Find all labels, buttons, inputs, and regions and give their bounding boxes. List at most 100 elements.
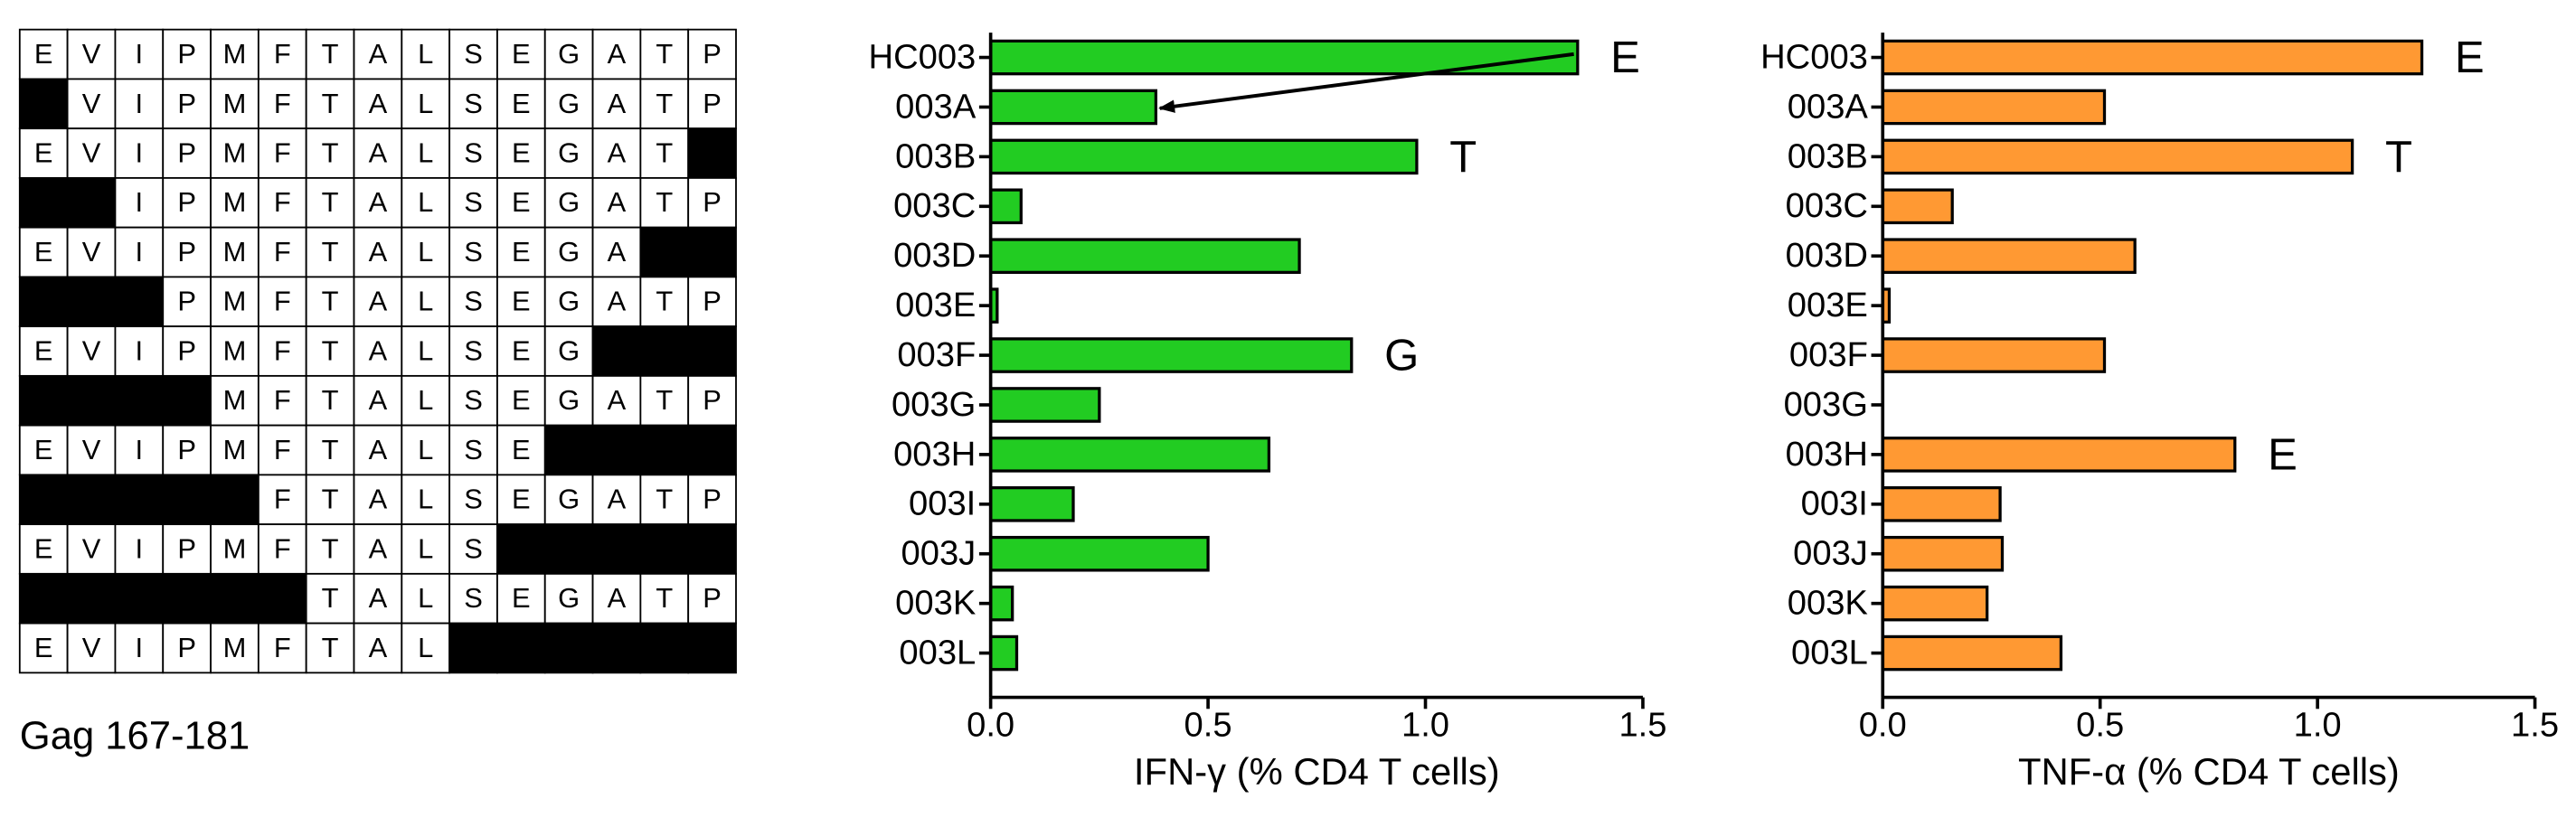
cell bbox=[687, 276, 737, 328]
residue: E bbox=[512, 186, 531, 218]
cell bbox=[353, 226, 403, 278]
bar bbox=[988, 387, 1101, 423]
residue: T bbox=[656, 484, 673, 515]
cell bbox=[257, 523, 307, 575]
cell bbox=[257, 424, 307, 476]
residue: I bbox=[136, 236, 144, 268]
y-tick-label: HC003 bbox=[869, 37, 977, 76]
residue: T bbox=[656, 137, 673, 169]
residue: M bbox=[223, 186, 247, 218]
residue: S bbox=[464, 384, 483, 416]
residue: L bbox=[418, 434, 433, 465]
blank-cell bbox=[114, 374, 165, 427]
cell bbox=[210, 78, 259, 130]
y-tick-label: 003F bbox=[897, 335, 976, 374]
residue: P bbox=[177, 434, 196, 465]
y-tick-label: 003K bbox=[1788, 584, 1868, 623]
cell bbox=[448, 474, 498, 526]
x-tick-label: 0.0 bbox=[1859, 705, 1907, 744]
residue: I bbox=[136, 632, 144, 663]
y-tick-label: 003H bbox=[893, 435, 976, 474]
cell bbox=[639, 177, 690, 229]
residue: I bbox=[136, 532, 144, 564]
cell bbox=[353, 276, 403, 328]
cell bbox=[162, 523, 212, 575]
cell bbox=[305, 523, 355, 575]
cell bbox=[66, 78, 117, 130]
cell bbox=[639, 28, 690, 80]
residue: V bbox=[82, 334, 101, 366]
residue: G bbox=[558, 38, 580, 70]
residue: I bbox=[136, 137, 144, 169]
residue: E bbox=[512, 334, 531, 366]
residue: T bbox=[322, 434, 339, 465]
cell bbox=[448, 226, 498, 278]
blank-cell bbox=[114, 572, 165, 625]
cell bbox=[401, 622, 451, 674]
cell bbox=[257, 374, 307, 427]
blank-cell bbox=[639, 523, 690, 575]
cell bbox=[18, 325, 69, 377]
residue: T bbox=[322, 384, 339, 416]
residue: V bbox=[82, 236, 101, 268]
residue: A bbox=[369, 384, 388, 416]
blank-cell bbox=[18, 78, 69, 130]
residue: F bbox=[274, 88, 291, 119]
residue: A bbox=[369, 434, 388, 465]
residue: M bbox=[223, 286, 247, 317]
blank-cell bbox=[687, 424, 737, 476]
residue: S bbox=[464, 137, 483, 169]
residue: M bbox=[223, 632, 247, 663]
y-tick-label: 003F bbox=[1789, 335, 1868, 374]
x-tick-label: 0.5 bbox=[2076, 705, 2124, 744]
residue: F bbox=[274, 484, 291, 515]
residue: S bbox=[464, 484, 483, 515]
bar bbox=[988, 39, 1580, 76]
residue: P bbox=[703, 484, 722, 515]
residue: T bbox=[322, 137, 339, 169]
residue: E bbox=[512, 137, 531, 169]
cell bbox=[353, 424, 403, 476]
residue: G bbox=[558, 286, 580, 317]
y-tick-label: 003G bbox=[1784, 385, 1868, 424]
bar bbox=[1881, 486, 2002, 522]
blank-cell bbox=[496, 523, 546, 575]
cell bbox=[305, 325, 355, 377]
residue: L bbox=[418, 334, 433, 366]
cell bbox=[257, 325, 307, 377]
residue: F bbox=[274, 334, 291, 366]
residue: M bbox=[223, 88, 247, 119]
residue: A bbox=[608, 236, 627, 268]
bar bbox=[1881, 39, 2424, 76]
y-tick-label: 003E bbox=[895, 286, 976, 324]
y-tick-label: 003D bbox=[1786, 236, 1868, 275]
y-tick-label: 003B bbox=[895, 136, 976, 175]
residue: F bbox=[274, 236, 291, 268]
residue: L bbox=[418, 286, 433, 317]
residue: E bbox=[34, 632, 53, 663]
residue: A bbox=[369, 334, 388, 366]
cell bbox=[257, 276, 307, 328]
residue: V bbox=[82, 137, 101, 169]
residue: T bbox=[322, 532, 339, 564]
bar bbox=[1881, 138, 2354, 175]
residue: T bbox=[322, 632, 339, 663]
residue: P bbox=[703, 186, 722, 218]
residue: I bbox=[136, 334, 144, 366]
blank-cell bbox=[639, 226, 690, 278]
residue: S bbox=[464, 582, 483, 614]
cell bbox=[114, 226, 165, 278]
residue: A bbox=[608, 137, 627, 169]
residue: S bbox=[464, 88, 483, 119]
residue: P bbox=[177, 137, 196, 169]
blank-cell bbox=[18, 177, 69, 229]
bar bbox=[1881, 437, 2237, 473]
cell bbox=[687, 572, 737, 625]
y-tick-label: 003B bbox=[1788, 136, 1868, 175]
cell bbox=[353, 177, 403, 229]
x-tick-label: 0.0 bbox=[967, 705, 1014, 744]
residue: E bbox=[512, 434, 531, 465]
cell bbox=[543, 226, 594, 278]
cell bbox=[401, 276, 451, 328]
blank-cell bbox=[496, 622, 546, 674]
